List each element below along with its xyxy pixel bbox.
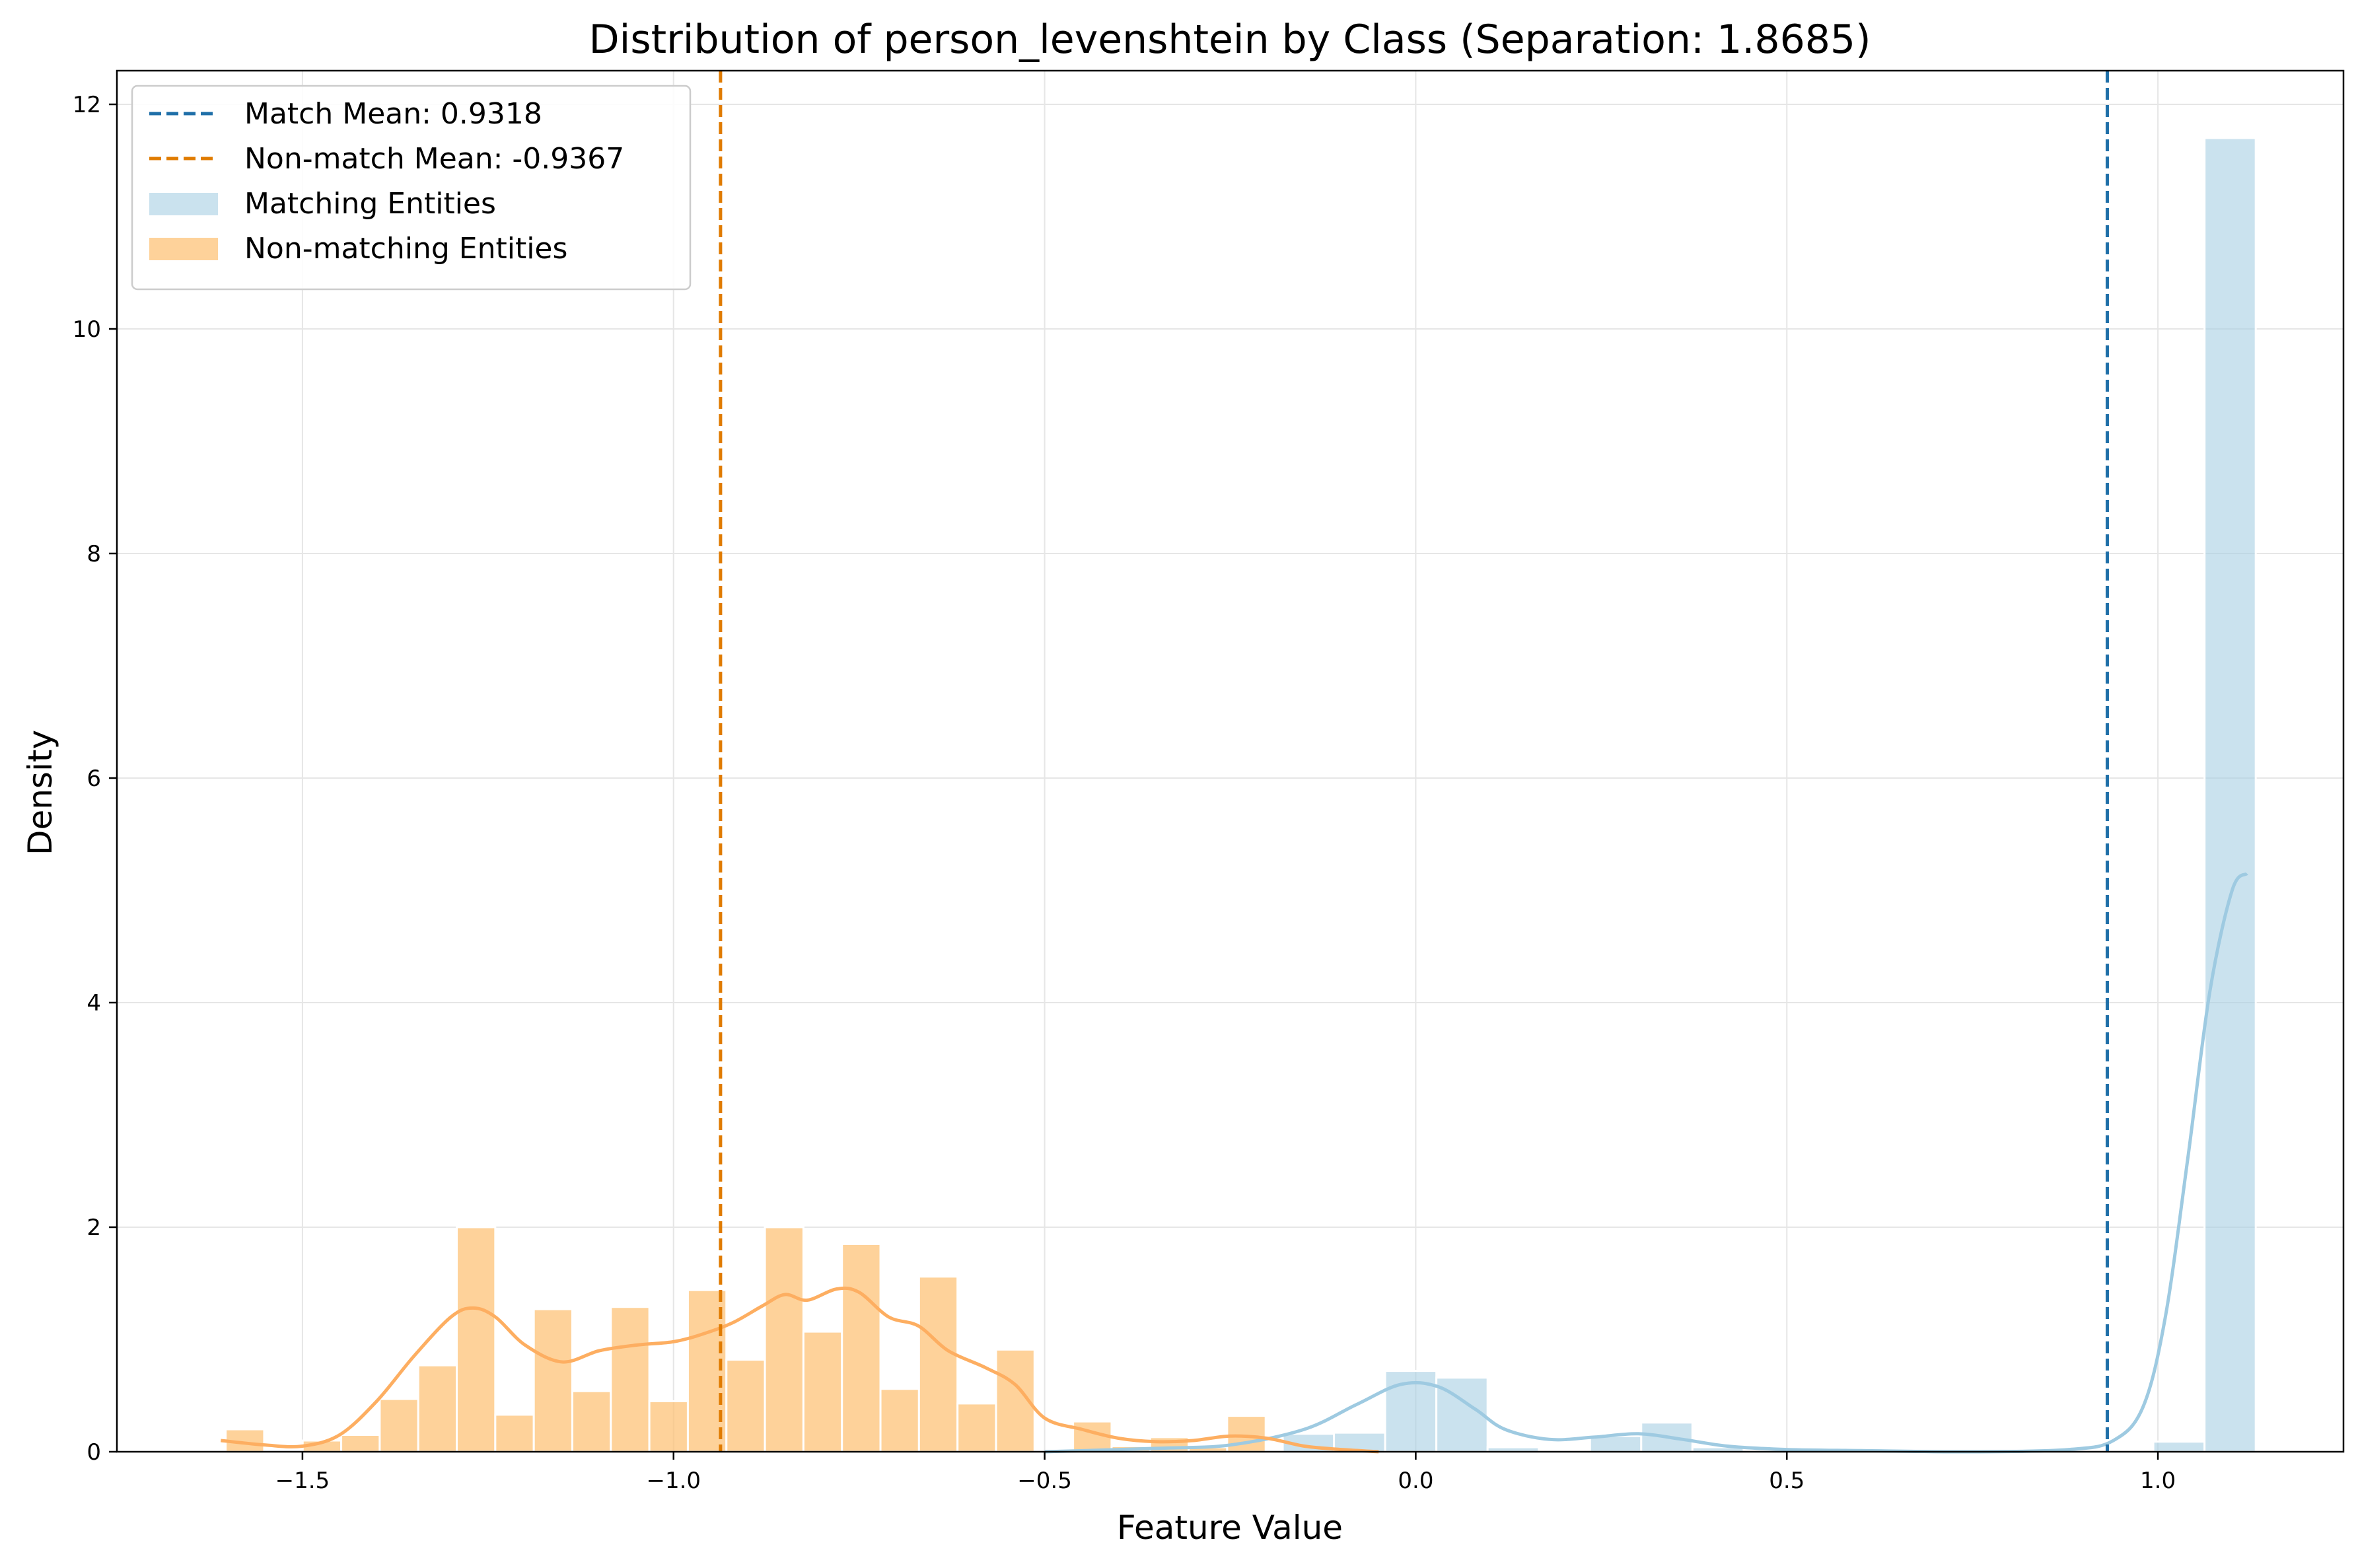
x-tick-label-2: −0.5 (1017, 1468, 1072, 1494)
legend-swatch-2 (149, 193, 218, 215)
kde-curves (221, 872, 2248, 1454)
match-bar-8 (2152, 1441, 2206, 1453)
nonmatch-bar-19 (956, 1402, 997, 1453)
y-tick-label-4: 8 (87, 541, 101, 567)
mean-lines (719, 71, 2109, 1452)
x-tick-label-0: −1.5 (275, 1468, 330, 1494)
x-tick-label-3: 0.0 (1398, 1468, 1433, 1494)
nonmatch-bar-17 (879, 1388, 920, 1453)
y-tick-label-5: 10 (73, 316, 101, 343)
legend-label-0: Match Mean: 0.9318 (244, 97, 542, 131)
nonmatch-bar-26 (1226, 1415, 1267, 1453)
nonmatch-bar-5 (417, 1364, 458, 1453)
match-bar-9 (2203, 137, 2257, 1453)
x-tick-label-5: 1.0 (2140, 1468, 2176, 1494)
nonmatch-bar-11 (648, 1400, 689, 1453)
ticks: −1.5 −1.0 −0.5 0.0 0.5 1.0 0 2 4 6 8 10 12 (73, 92, 2176, 1494)
x-tick-label-1: −1.0 (646, 1468, 701, 1494)
nonmatch-bar-7 (494, 1413, 535, 1453)
nonmatch-bar-6 (456, 1226, 497, 1453)
nonmatch-bar-15 (802, 1330, 843, 1453)
legend-box (131, 85, 692, 291)
legend-label-2: Matching Entities (244, 187, 496, 221)
nonmatch-bar-12 (686, 1289, 728, 1453)
legend: Match Mean: 0.9318 Non-match Mean: -0.936… (131, 85, 692, 291)
axes (116, 69, 2345, 1453)
nonmatch-bar-3 (340, 1434, 381, 1453)
legend-label-1: Non-match Mean: -0.9367 (244, 142, 624, 176)
nonmatch-bar-4 (378, 1398, 419, 1453)
legend-label-3: Non-matching Entities (244, 232, 567, 266)
y-tick-label-3: 6 (87, 766, 101, 792)
y-tick-label-0: 0 (87, 1439, 101, 1466)
y-tick-label-1: 2 (87, 1215, 101, 1241)
nonmatch-bar-8 (532, 1308, 573, 1453)
nonmatch-bar-16 (841, 1243, 882, 1453)
nonmatch-kde-curve (221, 1286, 1379, 1454)
y-axis-label: Density (21, 730, 59, 855)
x-axis-label: Feature Value (1117, 1509, 1343, 1547)
nonmatch-bar-9 (571, 1390, 612, 1453)
nonmatch-bar-13 (725, 1359, 766, 1453)
nonmatch-bar-18 (917, 1275, 959, 1453)
nonmatch-bar-10 (610, 1306, 651, 1453)
y-tick-label-6: 12 (73, 92, 101, 118)
legend-swatch-3 (149, 238, 218, 260)
y-tick-label-2: 4 (87, 990, 101, 1016)
axes-frame (116, 69, 2345, 1453)
nonmatch-bar-14 (764, 1226, 804, 1453)
match-kde-curve (1044, 872, 2248, 1454)
x-tick-label-4: 0.5 (1769, 1468, 1804, 1494)
chart-title: Distribution of person_levenshtein by Cl… (589, 17, 1871, 63)
match-bars (1281, 137, 2257, 1453)
